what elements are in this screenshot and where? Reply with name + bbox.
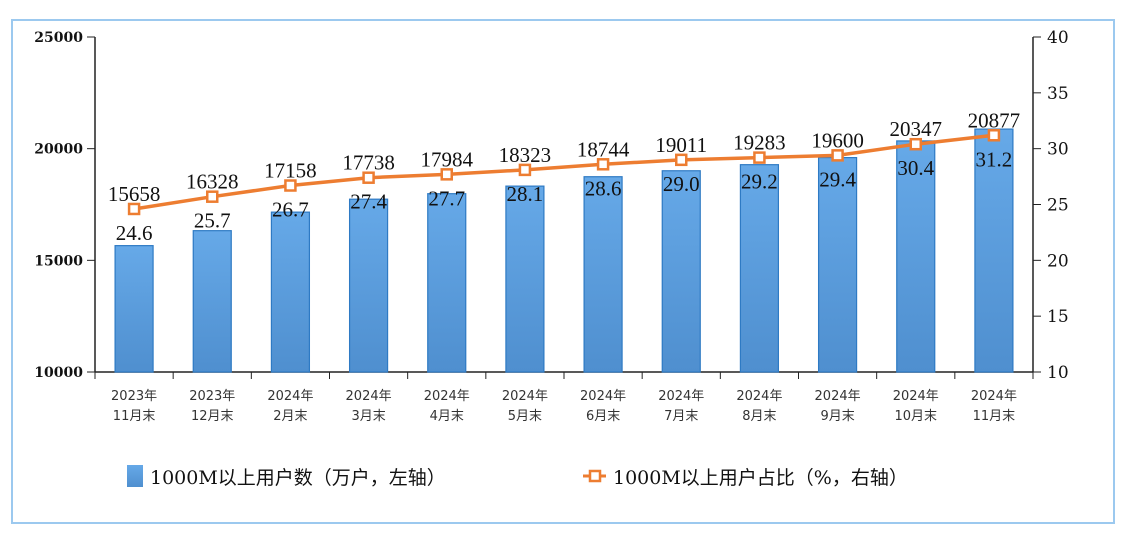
bar: [114, 245, 154, 373]
line-data-label: 27.4: [350, 190, 387, 214]
bar-data-label: 20877: [968, 108, 1021, 132]
x-tick-label: 3月末: [351, 409, 385, 424]
left-tick-label: 20000: [34, 142, 83, 158]
line-data-label: 31.2: [976, 147, 1013, 171]
line-data-label: 28.6: [585, 176, 622, 200]
bar-data-label: 17984: [421, 147, 474, 171]
line-marker: [753, 151, 766, 164]
bar-data-label: 17158: [264, 159, 317, 183]
bar-data-label: 17738: [342, 151, 395, 175]
bar: [348, 198, 389, 373]
x-tick-label: 2024年: [580, 389, 626, 404]
x-tick-label: 2024年: [346, 389, 392, 404]
right-tick-label: 25: [1047, 196, 1069, 216]
x-tick-label: 2024年: [267, 389, 313, 404]
x-tick-label: 2月末: [273, 409, 307, 424]
bar-data-label: 19283: [733, 131, 786, 155]
line-data-label: 25.7: [194, 209, 231, 233]
line-data-label: 29.4: [819, 167, 856, 191]
bar: [192, 230, 232, 373]
x-tick-label: 9月末: [820, 409, 854, 424]
x-tick-label: 2024年: [424, 389, 470, 404]
bar-data-label: 16328: [186, 170, 239, 194]
left-tick-label: 15000: [34, 253, 83, 269]
x-tick-label: 2024年: [502, 389, 548, 404]
legend-line-marker: [588, 469, 602, 483]
bar-data-label: 15658: [108, 182, 161, 206]
x-tick-label: 2023年: [189, 389, 235, 404]
bar: [661, 170, 701, 373]
line-data-label: 28.1: [507, 182, 544, 206]
x-tick-label: 2024年: [658, 389, 704, 404]
bar: [817, 157, 858, 373]
x-tick-label: 4月末: [430, 409, 464, 424]
x-tick-label: 6月末: [586, 409, 620, 424]
line-marker: [596, 158, 610, 171]
legend-line-label: 1000M以上用户占比（%，右轴）: [613, 467, 908, 489]
line-data-label: 30.4: [897, 156, 934, 180]
x-tick-label: 7月末: [664, 409, 698, 424]
left-tick-label: 25000: [34, 30, 83, 46]
line-data-label: 24.6: [116, 221, 153, 245]
line-marker: [987, 129, 1001, 142]
line-data-label: 29.2: [741, 170, 778, 194]
right-tick-label: 35: [1047, 84, 1069, 104]
right-tick-label: 10: [1047, 363, 1069, 383]
bar: [427, 193, 467, 373]
legend-bar-swatch: [127, 465, 143, 487]
bar: [505, 185, 545, 373]
bar: [270, 211, 311, 373]
x-tick-label: 2024年: [971, 389, 1017, 404]
line-marker: [675, 153, 688, 167]
right-tick-label: 15: [1047, 307, 1069, 327]
line-marker: [831, 149, 844, 162]
bar: [739, 164, 780, 373]
line-data-label: 29.0: [663, 172, 700, 196]
line-marker: [909, 137, 922, 151]
x-tick-label: 11月末: [113, 409, 156, 424]
bar-data-label: 19600: [811, 128, 864, 152]
line-marker: [518, 163, 532, 177]
line-marker: [127, 202, 141, 216]
bar-data-label: 18323: [499, 143, 552, 167]
bar-data-label: 18744: [577, 137, 630, 161]
x-tick-label: 12月末: [191, 409, 234, 424]
bar-data-label: 20347: [890, 117, 943, 141]
x-tick-label: 11月末: [973, 409, 1016, 424]
line-data-label: 27.7: [428, 186, 465, 210]
x-tick-label: 2024年: [893, 389, 939, 404]
x-tick-label: 5月末: [508, 409, 542, 424]
x-tick-label: 2024年: [736, 389, 782, 404]
right-tick-label: 40: [1047, 28, 1069, 48]
bar-data-label: 19011: [655, 133, 707, 157]
chart-frame: [11, 19, 1115, 524]
x-tick-label: 10月末: [894, 409, 937, 424]
line-data-label: 26.7: [272, 198, 309, 222]
x-tick-label: 2024年: [815, 389, 861, 404]
ratio-line: [133, 133, 995, 211]
bar: [583, 176, 623, 373]
x-tick-label: 8月末: [742, 409, 776, 424]
line-marker: [206, 190, 219, 203]
line-marker: [284, 179, 297, 192]
right-tick-label: 20: [1047, 251, 1069, 271]
legend-bar-label: 1000M以上用户数（万户，左轴）: [150, 467, 446, 489]
line-marker: [362, 171, 375, 184]
x-tick-label: 2023年: [111, 389, 157, 404]
line-marker: [440, 168, 453, 181]
right-tick-label: 30: [1047, 140, 1069, 160]
left-tick-label: 10000: [34, 365, 83, 381]
